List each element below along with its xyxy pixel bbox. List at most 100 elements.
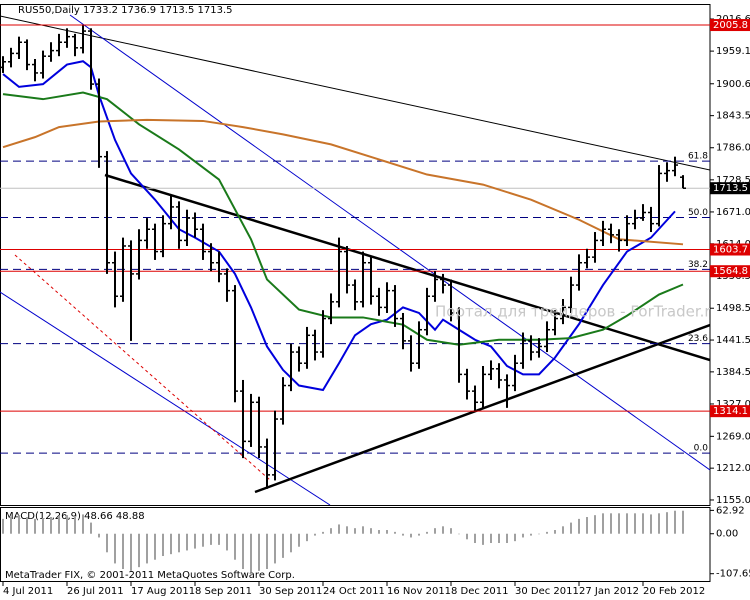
macd-bar: [194, 533, 196, 549]
macd-bar: [554, 530, 556, 534]
macd-bar: [330, 528, 332, 534]
macd-bar: [482, 533, 484, 545]
macd-bar: [42, 518, 44, 534]
macd-y-tick-label: 0.00: [716, 529, 738, 540]
macd-bar: [474, 533, 476, 544]
macd-bar: [522, 533, 524, 538]
macd-bar: [338, 524, 340, 534]
level-box: [710, 405, 750, 418]
macd-bar: [186, 533, 188, 551]
price-box: [710, 182, 750, 195]
macd-bar: [258, 533, 260, 571]
macd-bar: [50, 517, 52, 534]
macd-bar: [666, 512, 668, 534]
x-tick-label: 17 Aug 2011: [131, 586, 195, 597]
macd-bar: [82, 514, 84, 534]
y-tick-label: 1786.0: [716, 143, 750, 154]
chart-title: RUS50,Daily 1733.2 1736.9 1713.5 1713.5: [18, 5, 233, 16]
fibo-label: 38.2: [688, 260, 708, 270]
macd-bar: [250, 533, 252, 573]
macd-frame: [0, 507, 711, 582]
macd-bar: [2, 518, 4, 534]
level-box: [710, 19, 750, 32]
macd-bar: [546, 531, 548, 534]
macd-bar: [418, 533, 420, 536]
macd-bar: [130, 533, 132, 571]
x-tick-label: 8 Sep 2011: [195, 586, 252, 597]
fibo-label: 0.0: [694, 444, 709, 454]
macd-bar: [162, 533, 164, 557]
macd-bar: [18, 515, 20, 534]
macd-bar: [650, 514, 652, 534]
macd-bar: [90, 522, 92, 534]
macd-bar: [386, 530, 388, 534]
channel-line: [69, 14, 710, 471]
y-tick-label: 1900.6: [716, 79, 750, 90]
macd-bar: [290, 533, 292, 553]
macd-bar: [506, 533, 508, 544]
macd-panel: MACD(12,26,9) 48.66 48.88 MetaTrader FIX…: [2, 510, 684, 581]
macd-bar: [26, 517, 28, 534]
macd-bar: [138, 533, 140, 568]
macd-y-tick-label: -107.65: [716, 569, 750, 580]
macd-bar: [106, 533, 108, 553]
macd-bar: [218, 533, 220, 545]
macd-bar: [594, 515, 596, 534]
macd-bar: [490, 533, 492, 544]
macd-bar: [578, 518, 580, 534]
y-tick-label: 1498.5: [716, 303, 750, 314]
copyright: MetaTrader FIX, © 2001-2011 MetaQuotes S…: [5, 570, 295, 581]
x-tick-label: 4 Jul 2011: [3, 586, 53, 597]
main-panel: 61.8 50.0 38.2 23.6 0.0 Портал для трейдеров …: [0, 14, 710, 505]
macd-bar: [122, 533, 124, 570]
price-label: 1713.5: [713, 183, 748, 194]
macd-bar: [370, 528, 372, 534]
y-tick-label: 1441.5: [716, 335, 750, 346]
macd-bar: [402, 533, 404, 536]
moving-average: [2, 60, 676, 392]
y-tick-label: 1327.0: [716, 399, 750, 410]
resistance-line: [104, 173, 710, 362]
fibo-label: 61.8: [688, 152, 708, 162]
macd-bar: [626, 513, 628, 534]
macd-bar: [610, 513, 612, 534]
macd-bar: [74, 515, 76, 534]
fibo-label: 50.0: [688, 208, 708, 218]
macd-bar: [642, 513, 644, 534]
macd-y-tick-label: 62.92: [716, 505, 745, 516]
x-tick-label: 30 Dec 2011: [515, 586, 579, 597]
macd-bar: [458, 533, 460, 535]
level-label: 2005.8: [713, 20, 748, 31]
macd-bar: [98, 533, 100, 538]
macd-bar: [570, 522, 572, 534]
macd-bar: [410, 533, 412, 538]
macd-bar: [314, 533, 316, 536]
level-label: 1603.7: [713, 245, 748, 256]
level-label: 1564.8: [713, 266, 748, 277]
macd-bar: [266, 533, 268, 570]
macd-bar: [154, 533, 156, 560]
macd-bar: [282, 533, 284, 558]
x-tick-label: 8 Dec 2011: [451, 586, 509, 597]
macd-bar: [618, 513, 620, 534]
macd-bar: [362, 526, 364, 534]
macd-bar: [10, 517, 12, 534]
macd-bar: [450, 528, 452, 534]
macd-bar: [498, 533, 500, 544]
macd-bar: [146, 533, 148, 564]
y-tick-label: 1671.0: [716, 207, 750, 218]
macd-bar: [634, 513, 636, 534]
y-tick-label: 1384.5: [716, 367, 750, 378]
support-line: [254, 323, 710, 494]
moving-average: [2, 118, 684, 246]
macd-bar: [674, 510, 676, 534]
macd-bar: [226, 533, 228, 551]
macd-bar: [322, 531, 324, 534]
macd-bar: [354, 528, 356, 534]
macd-bar: [394, 531, 396, 534]
y-tick-label: 1728.5: [716, 175, 750, 186]
macd-bar: [298, 533, 300, 547]
